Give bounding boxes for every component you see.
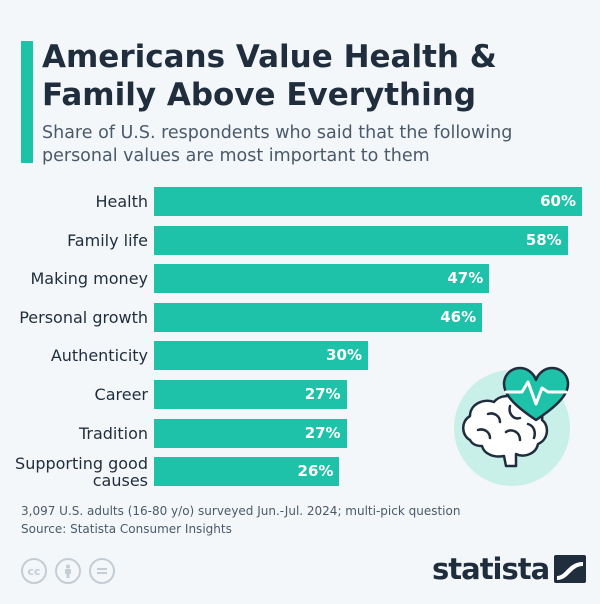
statista-mark-icon	[554, 555, 587, 583]
bar	[154, 380, 347, 409]
bar	[154, 264, 490, 294]
page-subtitle: Share of U.S. respondents who said that …	[42, 123, 513, 166]
bar	[154, 187, 582, 216]
bar	[154, 418, 347, 448]
statista-logo[interactable]: statista	[432, 552, 587, 586]
bar	[154, 457, 340, 487]
value-label: 27%	[304, 385, 341, 403]
cc-icon[interactable]: cc	[21, 558, 47, 584]
value-label: 58%	[525, 230, 562, 249]
value-label: 46%	[440, 307, 477, 326]
value-label: 30%	[326, 346, 362, 365]
source-note: Source: Statista Consumer Insights	[21, 522, 232, 536]
title-accent-bar	[21, 41, 33, 163]
no-derivatives-icon[interactable]	[89, 558, 115, 584]
bar	[154, 341, 368, 371]
bar	[154, 302, 483, 332]
category-label: Family life	[67, 230, 148, 250]
category-label: Supporting good causes	[15, 453, 148, 490]
pulse-line-icon	[504, 380, 568, 406]
footnote: 3,097 U.S. adults (16-80 y/o) surveyed J…	[21, 502, 581, 538]
value-label: 47%	[447, 269, 484, 288]
bar-chart: Health 60% Family life 58% Making money 47% Pe…	[0, 182, 600, 492]
category-label: Career	[94, 385, 148, 404]
value-label: 26%	[297, 462, 334, 481]
brand-name: statista	[432, 552, 550, 586]
attribution-icon[interactable]	[55, 558, 81, 584]
category-label: Tradition	[78, 423, 148, 443]
category-label: Authenticity	[50, 346, 148, 366]
category-label: Making money	[30, 269, 148, 289]
value-label: 60%	[540, 192, 576, 210]
heart-brain-illustration	[454, 366, 570, 486]
value-label: 27%	[304, 423, 341, 442]
category-label: Health	[95, 192, 148, 211]
survey-note: 3,097 U.S. adults (16-80 y/o) surveyed J…	[21, 504, 461, 518]
page-title: Americans Value Health & Family Above Ev…	[42, 39, 497, 113]
heart-icon	[502, 366, 570, 422]
license-icons: cc	[21, 558, 115, 584]
bar	[154, 225, 568, 255]
category-label: Personal growth	[19, 307, 148, 327]
